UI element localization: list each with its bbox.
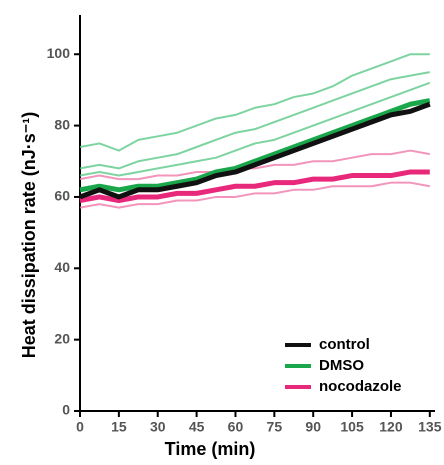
y-axis-label: Heat dissipation rate (nJ·s⁻¹) (19, 112, 39, 359)
y-tick-label: 20 (54, 330, 70, 346)
series-line (79, 98, 431, 193)
x-tick-label: 30 (150, 419, 166, 435)
y-tick-label: 0 (62, 402, 70, 418)
y-tick-label: 60 (54, 188, 70, 204)
x-axis-label: Time (min) (165, 439, 256, 459)
trace-line (79, 71, 430, 170)
legend-label: DMSO (319, 357, 364, 374)
y-tick-label: 100 (47, 45, 71, 61)
legend-label: nocodazole (319, 378, 402, 395)
y-tick-label: 80 (54, 116, 70, 132)
x-tick-label: 75 (267, 419, 283, 435)
x-tick-label: 120 (379, 419, 403, 435)
x-tick-label: 105 (340, 419, 364, 435)
x-tick-label: 90 (305, 419, 321, 435)
trace-line (79, 81, 431, 177)
series-line (79, 101, 431, 200)
trace-line (79, 181, 430, 209)
y-tick-label: 40 (54, 259, 70, 275)
x-tick-label: 0 (76, 419, 84, 435)
x-tick-label: 45 (189, 419, 205, 435)
x-tick-label: 135 (418, 419, 442, 435)
x-tick-label: 15 (111, 419, 127, 435)
x-tick-label: 60 (228, 419, 244, 435)
trace-line (79, 53, 430, 152)
series-line (79, 169, 430, 204)
trace-line (79, 149, 430, 181)
legend-label: control (319, 336, 370, 353)
